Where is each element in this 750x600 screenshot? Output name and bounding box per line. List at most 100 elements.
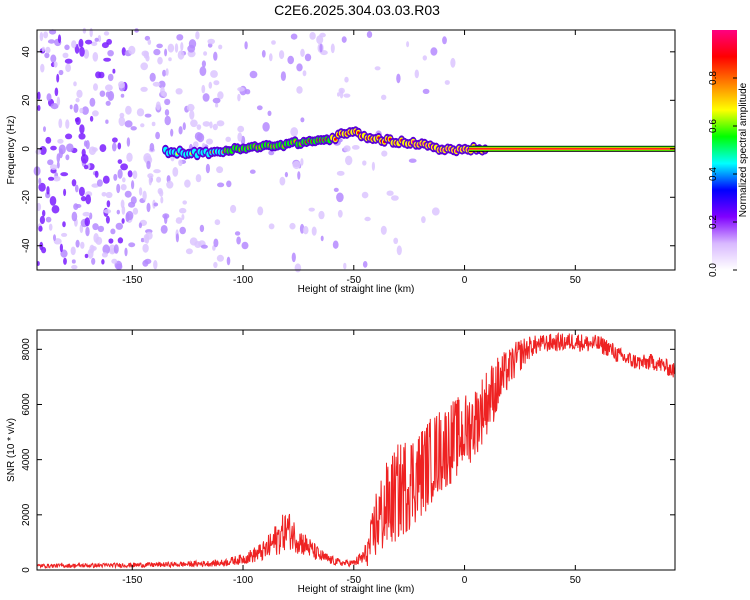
spectrogram-point — [38, 182, 46, 192]
spectrogram-point — [92, 147, 98, 152]
spectrogram-y-axis-label: Frequency (Hz) — [6, 116, 17, 185]
spectrogram-point — [287, 55, 295, 65]
spectrogram-point — [119, 112, 125, 119]
spectrogram-point — [330, 43, 335, 54]
spectrogram-point — [93, 83, 98, 91]
spectrogram-point — [89, 97, 96, 107]
spectrogram-points — [33, 27, 456, 273]
spectrogram-point — [58, 118, 63, 129]
spectrogram-point — [205, 163, 210, 174]
spectrogram-point — [83, 49, 90, 59]
spectrogram-point — [391, 195, 399, 201]
spectrogram-point — [319, 32, 326, 38]
spectrogram-point — [158, 80, 166, 89]
spectrogram-point — [50, 103, 59, 110]
spectrogram-point — [333, 187, 339, 192]
spectrogram-point — [73, 203, 79, 211]
spectrogram-point — [48, 176, 55, 181]
spectrogram-point — [316, 35, 324, 45]
spectrogram-point — [138, 187, 143, 196]
spectrogram-point — [121, 218, 125, 224]
spectrogram-point — [164, 214, 168, 225]
spectrogram-point — [195, 31, 200, 40]
spectrogram-point — [374, 66, 381, 71]
spectrogram-point — [148, 176, 152, 186]
spectrogram-point — [75, 239, 80, 248]
spectrogram-point — [289, 222, 296, 230]
spectrogram-point — [175, 217, 183, 224]
x-tick-label: -150 — [122, 275, 142, 286]
spectrogram-point — [48, 223, 53, 231]
spectrogram-point — [126, 152, 133, 162]
spectrogram-point — [52, 175, 61, 182]
page-title: C2E6.2025.304.03.03.R03 — [274, 2, 440, 18]
spectrogram-point — [111, 258, 118, 264]
spectrogram-point — [83, 140, 88, 147]
spectrogram-point — [300, 158, 304, 166]
spectrogram-point — [216, 120, 225, 127]
spectrogram-point — [267, 110, 272, 117]
spectrogram-point — [105, 84, 113, 91]
spectrogram-point — [318, 210, 325, 220]
spectrogram-point — [79, 124, 85, 134]
spectrogram-point — [49, 29, 57, 35]
spectrogram-point — [112, 142, 117, 152]
x-tick-label: 50 — [570, 575, 582, 586]
spectrogram-point — [160, 196, 164, 204]
y-tick-label: 0 — [21, 146, 32, 152]
spectrogram-point — [268, 150, 275, 156]
spectrogram-point — [126, 210, 134, 221]
spectrogram-point — [182, 200, 187, 205]
spectrogram-point — [93, 233, 99, 243]
spectrogram-point — [344, 76, 349, 83]
spectrogram-frame — [36, 29, 676, 271]
spectrogram-point — [396, 73, 401, 84]
spectrogram-point — [144, 113, 152, 118]
colorbar-tick-label: 0.4 — [708, 167, 719, 181]
spectrogram-point — [393, 237, 399, 244]
spectrogram-point — [132, 170, 138, 179]
spectrogram-point — [117, 159, 123, 165]
spectrogram-point — [406, 41, 410, 48]
y-tick-label: -40 — [21, 238, 32, 253]
colorbar-tick-label: 0.8 — [708, 71, 719, 85]
spectrogram-point — [82, 211, 91, 217]
spectrogram-point — [381, 150, 388, 157]
spectrogram-point — [71, 259, 76, 264]
spectrogram-point — [241, 241, 249, 250]
spectrogram-point — [156, 43, 163, 49]
spectrogram-point — [185, 248, 193, 255]
spectrogram-point — [117, 169, 123, 179]
spectrogram-point — [396, 245, 402, 256]
spectrogram-point — [105, 100, 111, 106]
spectrogram-point — [140, 123, 145, 128]
spectrogram-point — [79, 46, 85, 57]
spectrogram-point — [311, 226, 317, 236]
spectrogram-point — [181, 214, 185, 221]
spectrogram-point — [49, 164, 58, 170]
spectrogram-point — [153, 48, 161, 56]
y-tick-label: 0 — [21, 567, 32, 573]
spectrogram-point — [309, 32, 316, 40]
colorbar-gradient — [712, 30, 737, 270]
spectrogram-point — [99, 90, 106, 97]
spectrogram-point — [261, 50, 266, 58]
spectrogram-point — [65, 63, 71, 73]
spectrogram-point — [237, 132, 243, 142]
spectrogram-point — [116, 209, 121, 215]
spectrogram-point — [345, 155, 353, 166]
spectrogram-point — [362, 261, 368, 268]
spectrogram-point — [46, 186, 50, 195]
spectrogram-point — [75, 184, 79, 193]
spectrogram-y-ticks: -40 -20 0 20 40 — [21, 46, 675, 253]
spectrogram-point — [147, 39, 152, 45]
spectrogram-point — [200, 244, 208, 249]
spectrogram-point — [292, 160, 301, 170]
spectrogram-point — [236, 236, 241, 245]
spectrogram-point — [64, 44, 70, 51]
spectrogram-point — [337, 209, 343, 218]
colorbar-tick-label: 0.6 — [708, 119, 719, 133]
spectrogram-point — [146, 202, 151, 213]
spectrogram-point — [128, 242, 136, 248]
spectrogram-point — [216, 254, 224, 262]
